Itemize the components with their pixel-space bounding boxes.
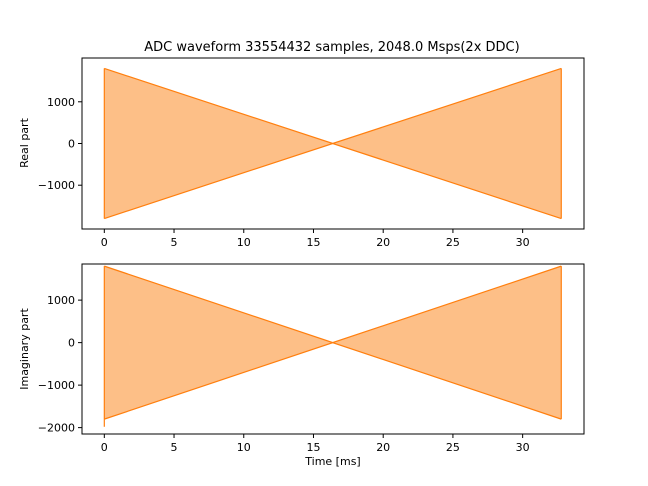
imaginary-x-tick-label-15: 15 (306, 441, 320, 454)
imaginary-y-tick-label--1000: −1000 (38, 379, 75, 392)
imaginary-part-ylabel: Imaginary part (18, 308, 31, 390)
imaginary-y-tick-label-1000: 1000 (47, 294, 75, 307)
imaginary-x-tick-label-20: 20 (376, 441, 390, 454)
real-x-tick-label-10: 10 (237, 236, 251, 249)
imaginary-y-tick-label-0: 0 (68, 337, 75, 350)
imaginary-lower-envelope-line (104, 341, 562, 420)
real-x-tick-label-20: 20 (376, 236, 390, 249)
real-x-tick-label-15: 15 (306, 236, 320, 249)
real-part-subplot: 0 5 10 15 20 25 30 −1000 0 1000 Real part (18, 57, 585, 249)
imaginary-y-tick-label--2000: −2000 (38, 422, 75, 435)
real-y-tick-label--1000: −1000 (38, 179, 75, 192)
real-y-tick-label-1000: 1000 (47, 96, 75, 109)
chart-title: ADC waveform 33554432 samples, 2048.0 Ms… (144, 40, 519, 55)
x-axis-label: Time [ms] (304, 455, 360, 468)
real-lower-envelope-line (104, 142, 562, 220)
real-part-ylabel: Real part (18, 117, 31, 167)
imaginary-x-tick-label-5: 5 (171, 441, 178, 454)
real-x-tick-label-30: 30 (516, 236, 530, 249)
real-x-tick-label-5: 5 (171, 236, 178, 249)
imaginary-part-subplot: 0 5 10 15 20 25 30 −2000 −1000 0 1000 Imaginary pa… (18, 263, 585, 454)
real-x-tick-label-25: 25 (446, 236, 460, 249)
imaginary-x-tick-label-25: 25 (446, 441, 460, 454)
imaginary-x-tick-label-30: 30 (516, 441, 530, 454)
real-y-tick-label-0: 0 (68, 138, 75, 151)
imaginary-x-tick-label-0: 0 (101, 441, 108, 454)
real-x-tick-label-0: 0 (101, 236, 108, 249)
imaginary-part-axes-frame (81, 263, 585, 435)
imaginary-x-tick-label-10: 10 (237, 441, 251, 454)
